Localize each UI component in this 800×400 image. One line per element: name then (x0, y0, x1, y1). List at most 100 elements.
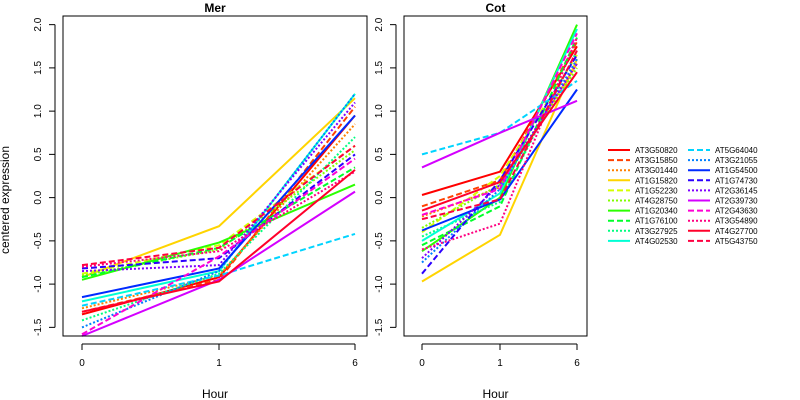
y-tick-label-mer: 1.5 (33, 61, 44, 75)
legend-label: AT4G02530 (635, 237, 678, 246)
x-tick-label-cot: 0 (419, 358, 425, 369)
plot-frame-cot (403, 15, 588, 337)
legend-item: AT3G01440 (608, 166, 678, 175)
y-tick-label-cot: -0.5 (374, 232, 385, 250)
legend-item: AT1G54500 (688, 166, 758, 175)
legend-label: AT4G27700 (715, 227, 758, 236)
y-tick-label-mer: -0.5 (33, 232, 44, 250)
series-line-cot-AT5G43750 (421, 50, 578, 221)
legend-item: AT2G36145 (688, 186, 758, 195)
series-line-mer-AT3G27925 (81, 136, 356, 322)
legend-item: AT4G28750 (608, 197, 678, 206)
legend-item: AT1G76100 (608, 217, 678, 226)
legend-item: AT4G27700 (688, 227, 758, 236)
series-line-cot-AT2G43630 (421, 32, 578, 216)
x-tick-label-mer: 6 (352, 358, 358, 369)
legend-label: AT1G74730 (715, 176, 758, 185)
series-line-mer-AT1G54500 (81, 114, 356, 299)
legend-item: AT1G20340 (608, 207, 678, 216)
legend-label: AT3G27925 (635, 227, 678, 236)
legend-item: AT5G64040 (688, 146, 758, 155)
panel-title-mer: Mer (204, 1, 226, 15)
panel-mer: Mer 0 1 6 Hour -1.5 -1.0 -0.5 0.0 0.5 1.0 1.5 2.0 (33, 1, 368, 400)
series-line-cot-AT3G21055 (421, 58, 578, 264)
legend-label: AT3G15850 (635, 156, 678, 165)
legend-label: AT4G28750 (635, 197, 678, 206)
legend-item: AT3G50820 (608, 146, 678, 155)
x-tick-label-mer: 0 (79, 358, 85, 369)
series-line-cot-AT1G15820 (421, 58, 578, 283)
legend-label: AT1G15820 (635, 176, 678, 185)
y-tick-label-cot: 0.0 (374, 190, 385, 204)
series-line-cot-AT4G28750 (421, 67, 578, 229)
series-line-mer-AT5G64040 (81, 232, 356, 307)
series-line-cot-AT3G50820 (421, 45, 578, 196)
y-tick-label-mer: 2.0 (33, 17, 44, 31)
legend-label: AT3G54890 (715, 217, 758, 226)
y-tick-label-cot: -1.0 (374, 275, 385, 293)
x-tick-label-cot: 6 (574, 358, 580, 369)
legend-item: AT2G39730 (688, 197, 758, 206)
series-line-mer-AT3G21055 (81, 93, 356, 329)
series-line-mer-AT2G43630 (81, 157, 356, 336)
plot-frame-mer (62, 15, 368, 337)
x-tick-label-cot: 1 (497, 358, 503, 369)
legend-item: AT3G27925 (608, 227, 678, 236)
y-tick-label-mer: 0.5 (33, 147, 44, 161)
series-line-cot-AT1G54500 (421, 88, 578, 232)
y-axis-title: centered expression (0, 146, 12, 254)
x-tick-label-mer: 1 (216, 358, 222, 369)
series-line-mer-AT2G39730 (81, 190, 356, 337)
legend-label: AT1G20340 (635, 207, 678, 216)
series-line-cot-AT4G27700 (421, 71, 578, 212)
series-line-mer-AT2G36145 (81, 101, 356, 273)
series-line-cot-AT2G36145 (421, 63, 578, 259)
series-line-cot-AT1G76100 (421, 37, 578, 247)
legend-item: AT3G15850 (608, 156, 678, 165)
legend-item: AT3G21055 (688, 156, 758, 165)
y-tick-label-cot: 1.5 (374, 61, 385, 75)
y-tick-label-cot: 0.5 (374, 147, 385, 161)
panel-cot: Cot 0 1 6 Hour -1.5 -1.0 -0.5 0.0 0.5 1.0 1.5 2.0 (374, 1, 588, 400)
legend-label: AT2G36145 (715, 186, 758, 195)
series-line-cot-AT1G74730 (421, 54, 578, 275)
legend-item: AT4G02530 (608, 237, 678, 246)
series-line-mer-AT5G43750 (81, 144, 356, 267)
legend-item: AT1G74730 (688, 176, 758, 185)
legend-item: AT3G54890 (688, 217, 758, 226)
series-line-cot-AT2G39730 (421, 99, 578, 169)
y-tick-label-cot: -1.5 (374, 318, 385, 336)
y-tick-label-mer: 1.0 (33, 104, 44, 118)
y-tick-label-mer: -1.5 (33, 318, 44, 336)
legend-item: AT1G15820 (608, 176, 678, 185)
y-tick-label-mer: -1.0 (33, 275, 44, 293)
series-line-mer-AT3G54890 (81, 170, 356, 268)
legend-label: AT3G21055 (715, 156, 758, 165)
x-axis-title-cot: Hour (482, 387, 508, 400)
legend-label: AT1G52230 (635, 186, 678, 195)
legend-item: AT1G52230 (608, 186, 678, 195)
y-tick-label-cot: 1.0 (374, 104, 385, 118)
legend-label: AT5G43750 (715, 237, 758, 246)
legend: AT3G50820AT3G15850AT3G01440AT1G15820AT1G… (608, 146, 758, 246)
y-tick-label-cot: 2.0 (374, 17, 385, 31)
series-line-cot-AT1G20340 (421, 24, 578, 253)
legend-item: AT5G43750 (688, 237, 758, 246)
legend-label: AT3G01440 (635, 166, 678, 175)
x-axis-title-mer: Hour (202, 387, 228, 400)
legend-label: AT5G64040 (715, 146, 758, 155)
panel-title-cot: Cot (486, 1, 506, 15)
series-line-mer-AT4G27700 (81, 169, 356, 313)
legend-label: AT1G76100 (635, 217, 678, 226)
legend-label: AT2G43630 (715, 207, 758, 216)
series-line-mer-AT1G74730 (81, 153, 356, 270)
legend-label: AT2G39730 (715, 197, 758, 206)
series-line-cot-AT4G02530 (421, 28, 578, 242)
legend-item: AT2G43630 (688, 207, 758, 216)
series-line-cot-AT3G01440 (421, 63, 578, 218)
series-line-mer-AT3G50820 (81, 114, 356, 316)
legend-label: AT3G50820 (635, 146, 678, 155)
series-line-cot-AT3G54890 (421, 37, 578, 251)
